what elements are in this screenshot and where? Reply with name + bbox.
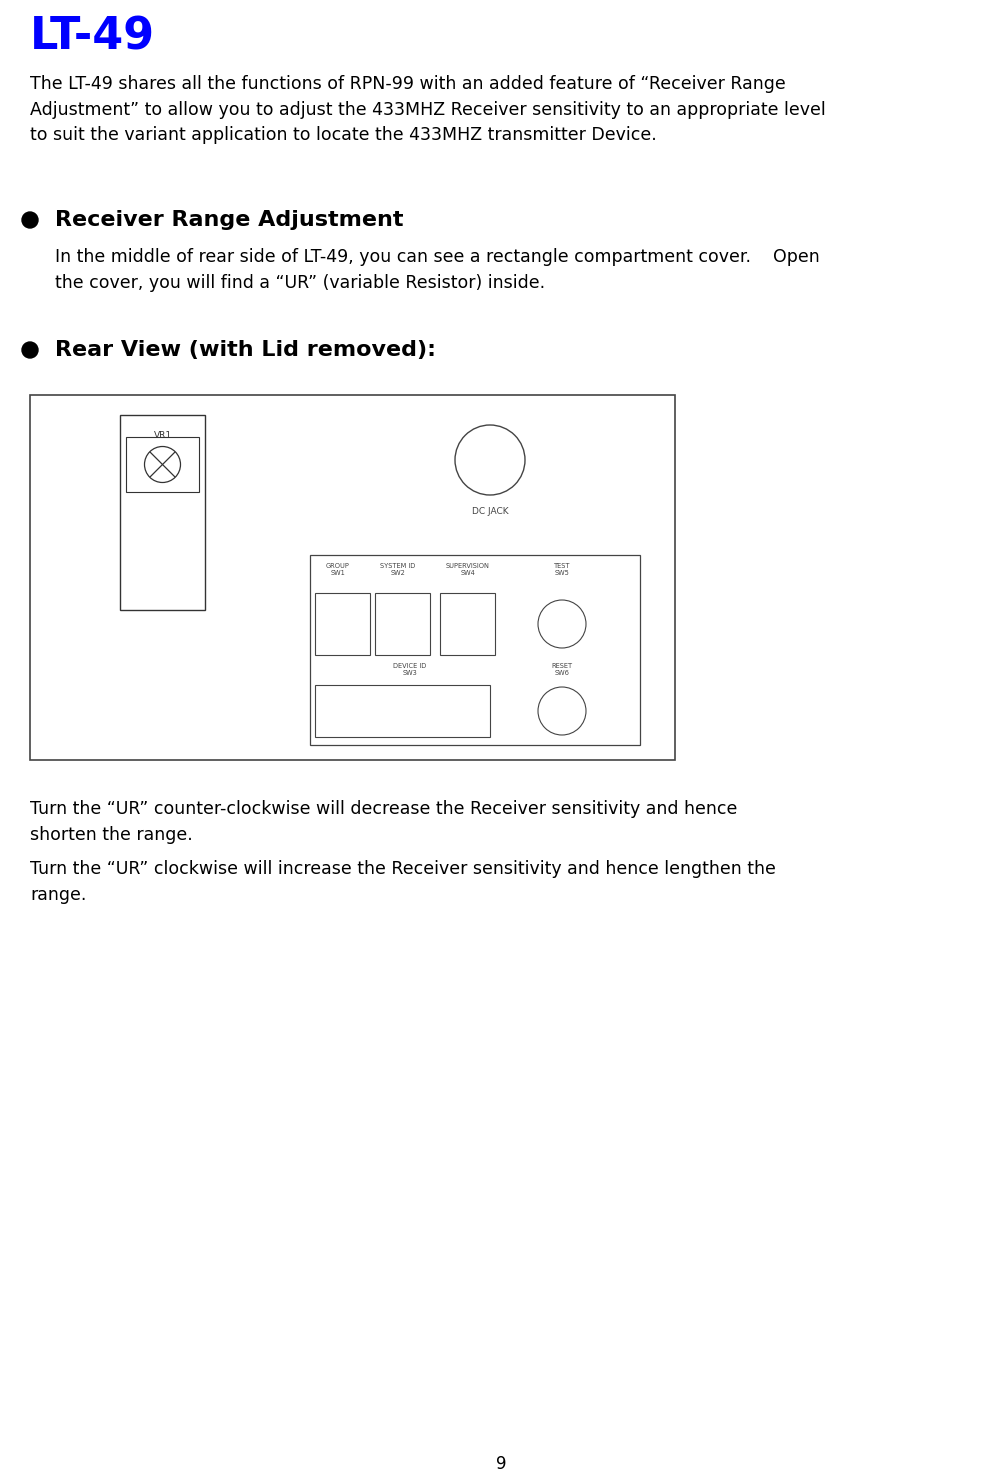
Bar [315, 592, 370, 654]
Text: GROUP
SW1: GROUP SW1 [326, 563, 350, 576]
Text: The LT-49 shares all the functions of RPN-99 with an added feature of “Receiver : The LT-49 shares all the functions of RP… [30, 75, 826, 145]
Text: 9: 9 [496, 1455, 506, 1473]
Text: Rear View (with Lid removed):: Rear View (with Lid removed): [55, 340, 436, 360]
Circle shape [538, 600, 586, 648]
Bar [30, 394, 675, 761]
Circle shape [22, 213, 38, 227]
Circle shape [22, 343, 38, 357]
Circle shape [455, 425, 525, 495]
Text: RESET
SW6: RESET SW6 [551, 663, 572, 676]
Bar [126, 437, 199, 492]
Text: DEVICE ID
SW3: DEVICE ID SW3 [394, 663, 427, 676]
Text: VR1: VR1 [153, 431, 171, 440]
Text: Turn the “UR” clockwise will increase the Receiver sensitivity and hence lengthe: Turn the “UR” clockwise will increase th… [30, 860, 776, 904]
Text: Turn the “UR” counter-clockwise will decrease the Receiver sensitivity and hence: Turn the “UR” counter-clockwise will dec… [30, 801, 737, 843]
Bar [120, 415, 205, 610]
Circle shape [538, 687, 586, 736]
Text: In the middle of rear side of LT-49, you can see a rectangle compartment cover. : In the middle of rear side of LT-49, you… [55, 248, 820, 291]
Circle shape [144, 446, 180, 483]
Bar [310, 555, 640, 744]
Text: SYSTEM ID
SW2: SYSTEM ID SW2 [381, 563, 416, 576]
Text: TEST
SW5: TEST SW5 [554, 563, 570, 576]
Text: SUPERVISION
SW4: SUPERVISION SW4 [446, 563, 490, 576]
Bar [315, 685, 490, 737]
Text: Receiver Range Adjustment: Receiver Range Adjustment [55, 210, 404, 230]
Bar [440, 592, 495, 654]
Bar [375, 592, 430, 654]
Text: LT-49: LT-49 [30, 15, 155, 58]
Text: DC JACK: DC JACK [472, 507, 508, 515]
